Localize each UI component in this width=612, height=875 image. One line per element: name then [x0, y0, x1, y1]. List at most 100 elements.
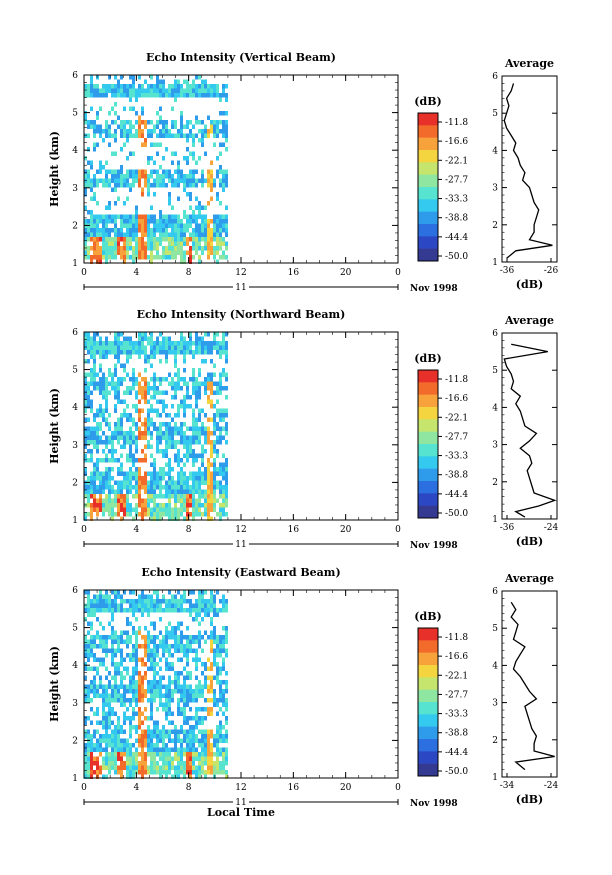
colorbar-swatch [418, 714, 438, 727]
day-label-bg [233, 283, 249, 291]
panel-title: Echo Intensity (Vertical Beam) [146, 51, 336, 64]
colorbar-swatch [418, 665, 438, 678]
average-y-tick-label: 5 [492, 366, 498, 376]
x-tick-label: 0 [81, 525, 87, 535]
y-tick-label: 5 [72, 366, 78, 376]
average-profile-line [503, 83, 553, 259]
y-tick-label: 2 [72, 221, 78, 231]
average-y-tick-label: 4 [492, 146, 498, 156]
colorbar-tick-label: -22.1 [445, 413, 468, 423]
x-tick-label: 20 [340, 783, 352, 793]
colorbar-tick-label: -38.8 [445, 729, 468, 739]
average-frame [501, 590, 558, 778]
date-label: Nov 1998 [410, 541, 458, 551]
y-tick-label: 3 [72, 699, 78, 709]
colorbar-swatch [418, 174, 438, 188]
colorbar-unit: (dB) [414, 610, 441, 623]
colorbar-swatch [418, 125, 438, 138]
x-tick-label: 8 [186, 525, 192, 535]
y-tick-label: 3 [72, 441, 78, 451]
x-tick-label: 0 [395, 783, 401, 793]
colorbar-swatch [418, 493, 438, 506]
colorbar-swatch [418, 640, 438, 653]
colorbar-tick-label: -50.0 [445, 509, 468, 519]
colorbar-swatch [418, 763, 438, 777]
x-tick-label: 0 [81, 268, 87, 278]
colorbar-swatch [418, 481, 438, 494]
colorbar-tick-label: -50.0 [445, 767, 468, 777]
colorbar-frame [417, 112, 439, 262]
y-tick-label: 2 [72, 478, 78, 488]
average-y-tick-label: 5 [492, 109, 498, 119]
y-tick-label: 4 [72, 146, 78, 156]
average-x-tick-label: -24 [544, 523, 559, 533]
colorbar-swatch [418, 444, 438, 457]
day-label: 11 [235, 283, 246, 293]
y-tick-label: 4 [72, 661, 78, 671]
colorbar-swatch [418, 652, 438, 666]
average-y-tick-label: 1 [492, 258, 498, 268]
average-y-tick-label: 2 [492, 478, 498, 488]
y-tick-label: 2 [72, 736, 78, 746]
y-axis-label: Height (km) [48, 388, 61, 464]
average-title: Average [504, 314, 554, 327]
colorbar-swatch [418, 739, 438, 752]
average-frame [501, 75, 558, 263]
colorbar-swatch [418, 150, 438, 163]
y-tick-label: 1 [72, 774, 78, 784]
y-tick-label: 6 [72, 328, 78, 338]
x-tick-label: 8 [186, 268, 192, 278]
average-y-tick-label: 3 [492, 441, 498, 451]
y-tick-label: 6 [72, 71, 78, 81]
average-y-tick-label: 5 [492, 624, 498, 634]
x-axis-label: Local Time [207, 806, 275, 819]
colorbar-tick-label: -50.0 [445, 252, 468, 262]
y-tick-label: 3 [72, 184, 78, 194]
colorbar-swatch [418, 211, 438, 225]
day-label: 11 [235, 540, 246, 550]
x-tick-label: 20 [340, 268, 352, 278]
colorbar-swatch [418, 677, 438, 690]
colorbar-tick-label: -27.7 [445, 432, 468, 442]
average-y-tick-label: 4 [492, 403, 498, 413]
x-tick-label: 20 [340, 525, 352, 535]
panel-1: Echo Intensity (Vertical Beam) 1 2 3 4 5 6 Heig… [48, 51, 559, 294]
colorbar-swatch [418, 382, 438, 395]
colorbar-swatch [418, 224, 438, 237]
colorbar-tick-label: -16.6 [445, 137, 468, 147]
x-tick-label: 4 [133, 268, 139, 278]
colorbar-swatch [418, 751, 438, 764]
panel-2: Echo Intensity (Northward Beam)123456Hei… [48, 308, 559, 551]
colorbar-swatch [418, 431, 438, 445]
y-tick-label: 6 [72, 586, 78, 596]
colorbar-tick-label: -33.3 [445, 195, 468, 205]
average-y-tick-label: 6 [492, 329, 498, 339]
colorbar-frame [417, 369, 439, 519]
day-label: 11 [235, 798, 246, 808]
colorbar-swatch [418, 456, 438, 469]
average-x-tick-label: -36 [500, 266, 515, 276]
colorbar-tick-label: -27.7 [445, 690, 468, 700]
x-tick-label: 0 [395, 525, 401, 535]
panel-3: Echo Intensity (Eastward Beam)123456Heig… [48, 566, 559, 819]
colorbar-tick-label: -27.7 [445, 175, 468, 185]
x-tick-label: 8 [186, 783, 192, 793]
average-y-tick-label: 1 [492, 515, 498, 525]
day-label-bg [233, 798, 249, 806]
colorbar-tick-label: -11.8 [445, 375, 468, 385]
y-tick-label: 5 [72, 624, 78, 634]
average-y-tick-label: 1 [492, 773, 498, 783]
colorbar-tick-label: -33.3 [445, 710, 468, 720]
x-tick-label: 12 [235, 783, 246, 793]
average-y-tick-label: 6 [492, 587, 498, 597]
average-y-tick-label: 3 [492, 184, 498, 194]
y-axis-label: Height (km) [48, 131, 61, 207]
x-tick-label: 0 [395, 268, 401, 278]
average-frame [501, 332, 558, 520]
colorbar-tick-label: -38.8 [445, 471, 468, 481]
y-tick-label: 5 [72, 109, 78, 119]
y-axis-label: Height (km) [48, 646, 61, 722]
colorbar-tick-label: -22.1 [445, 156, 468, 166]
average-profile-line [510, 601, 555, 771]
